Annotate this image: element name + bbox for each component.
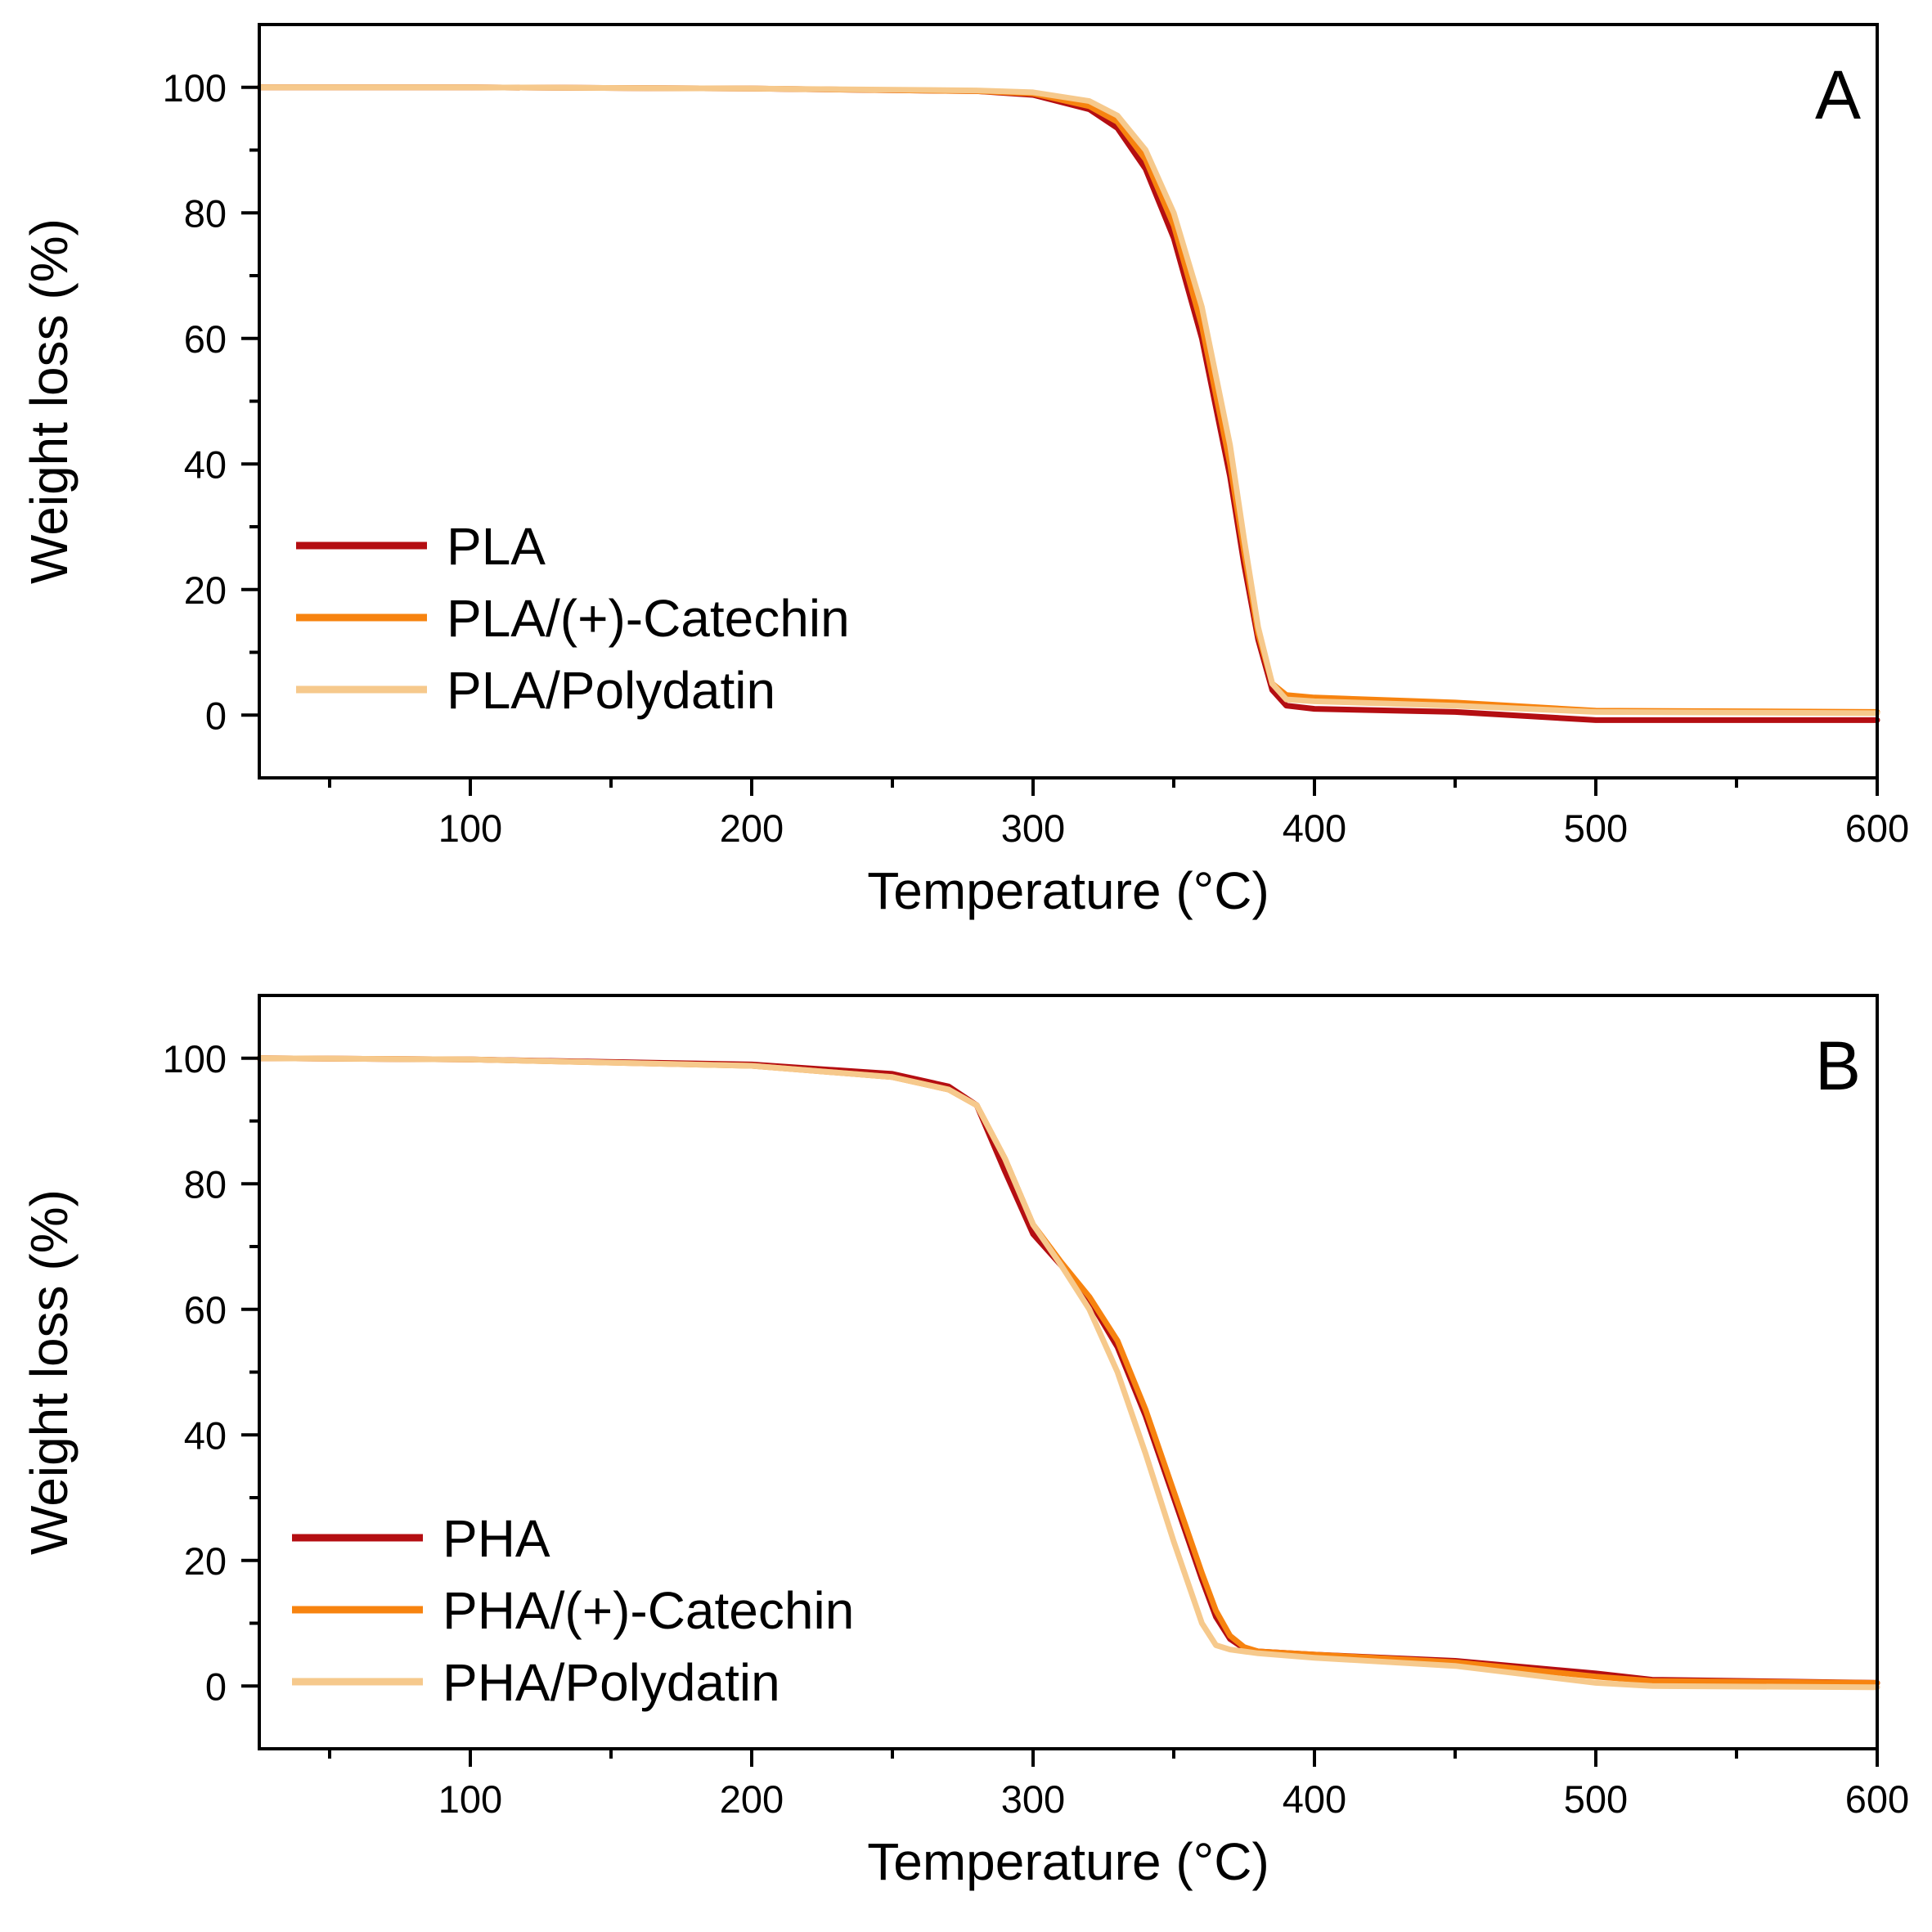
y-tick-label: 20 <box>184 568 227 612</box>
series-line-3 <box>256 84 1880 717</box>
x-tick-label: 400 <box>1283 806 1346 850</box>
x-axis-title: Temperature (°C) <box>867 1832 1269 1891</box>
x-tick-label: 600 <box>1845 806 1909 850</box>
y-tick-label: 40 <box>184 443 227 486</box>
legend-label: PHA/Polydatin <box>443 1653 780 1712</box>
y-tick-label: 0 <box>205 694 227 737</box>
legend-label: PHA/(+)-Catechin <box>443 1581 854 1640</box>
x-tick-label: 200 <box>720 806 784 850</box>
legend-item: PHA/(+)-Catechin <box>292 1581 854 1640</box>
axis-ticks <box>241 85 1879 796</box>
legend-label: PLA <box>447 517 546 576</box>
y-axis-title: Weight loss (%) <box>20 218 79 584</box>
panel-letter: B <box>1815 1027 1861 1104</box>
y-tick-label: 100 <box>163 66 227 110</box>
axis-ticks <box>241 1056 1879 1767</box>
x-tick-label: 100 <box>438 1777 502 1821</box>
x-tick-label: 300 <box>1001 806 1065 850</box>
legend-label: PLA/Polydatin <box>447 661 775 720</box>
y-tick-label: 0 <box>205 1665 227 1708</box>
legend-item: PHA/Polydatin <box>292 1653 780 1712</box>
x-tick-label: 200 <box>720 1777 784 1821</box>
y-tick-label: 100 <box>163 1037 227 1081</box>
legend: PLA PLA/(+)-Catechin PLA/Polydatin <box>296 517 850 720</box>
y-tick-label: 20 <box>184 1539 227 1583</box>
legend-item: PLA <box>296 517 546 576</box>
y-tick-label: 60 <box>184 317 227 361</box>
legend: PHA PHA/(+)-Catechin PHA/Polydatin <box>292 1509 854 1712</box>
panel-b: 100 200 300 400 500 600 0 20 40 60 80 100 Temperatu… <box>20 994 1910 1891</box>
legend-item: PLA/(+)-Catechin <box>296 589 850 648</box>
panel-letter: A <box>1815 56 1861 133</box>
y-tick-label: 60 <box>184 1288 227 1332</box>
x-tick-label: 300 <box>1001 1777 1065 1821</box>
y-axis-title: Weight loss (%) <box>20 1189 79 1555</box>
x-tick-label: 400 <box>1283 1777 1346 1821</box>
x-tick-label: 500 <box>1564 1777 1628 1821</box>
x-axis-title: Temperature (°C) <box>867 861 1269 920</box>
legend-item: PLA/Polydatin <box>296 661 775 720</box>
axis-tick-labels: 100 200 300 400 500 600 0 20 40 60 80 100 <box>163 66 1910 850</box>
legend-label: PLA/(+)-Catechin <box>447 589 850 648</box>
legend-item: PHA <box>292 1509 550 1568</box>
x-tick-label: 600 <box>1845 1777 1909 1821</box>
series-line-3 <box>256 1055 1880 1691</box>
series-layer <box>256 1055 1880 1691</box>
series-layer <box>256 84 1880 723</box>
axis-tick-labels: 100 200 300 400 500 600 0 20 40 60 80 100 <box>163 1037 1910 1821</box>
x-tick-label: 100 <box>438 806 502 850</box>
y-tick-label: 80 <box>184 191 227 235</box>
y-tick-label: 80 <box>184 1162 227 1206</box>
y-tick-label: 40 <box>184 1413 227 1457</box>
legend-label: PHA <box>443 1509 550 1568</box>
panel-a: 100 200 300 400 500 600 0 20 40 60 80 100 Temperatu… <box>20 23 1910 920</box>
x-tick-label: 500 <box>1564 806 1628 850</box>
